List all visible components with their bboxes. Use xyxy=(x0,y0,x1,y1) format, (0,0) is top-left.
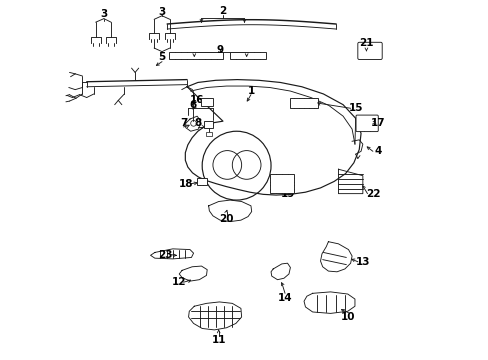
Text: 16: 16 xyxy=(189,95,204,105)
Text: 21: 21 xyxy=(359,38,373,48)
Text: 3: 3 xyxy=(100,9,107,19)
Text: 2: 2 xyxy=(219,6,226,16)
Text: 1: 1 xyxy=(247,86,254,96)
Text: 22: 22 xyxy=(366,189,380,199)
Text: 17: 17 xyxy=(370,118,385,128)
Text: 13: 13 xyxy=(356,257,370,267)
Text: 7: 7 xyxy=(180,118,187,128)
Text: 20: 20 xyxy=(219,215,233,224)
Text: 14: 14 xyxy=(277,293,292,303)
Bar xyxy=(196,178,206,185)
Bar xyxy=(204,121,212,128)
Text: 18: 18 xyxy=(179,179,193,189)
Bar xyxy=(269,174,293,193)
Text: 4: 4 xyxy=(373,146,381,156)
Bar xyxy=(205,132,211,135)
Text: 11: 11 xyxy=(211,335,225,345)
Text: 5: 5 xyxy=(158,52,165,62)
Text: 12: 12 xyxy=(172,277,186,287)
Text: 6: 6 xyxy=(188,100,196,110)
Text: 8: 8 xyxy=(194,118,201,128)
Text: 9: 9 xyxy=(216,45,223,55)
FancyBboxPatch shape xyxy=(355,115,378,132)
FancyBboxPatch shape xyxy=(357,42,382,59)
Bar xyxy=(289,98,318,108)
Text: 3: 3 xyxy=(158,7,165,17)
Text: 15: 15 xyxy=(348,103,363,113)
Bar xyxy=(169,51,223,59)
Text: 19: 19 xyxy=(280,189,294,199)
Bar xyxy=(230,51,265,59)
Bar xyxy=(201,98,212,106)
Text: 10: 10 xyxy=(341,312,355,322)
Text: 23: 23 xyxy=(157,249,172,260)
